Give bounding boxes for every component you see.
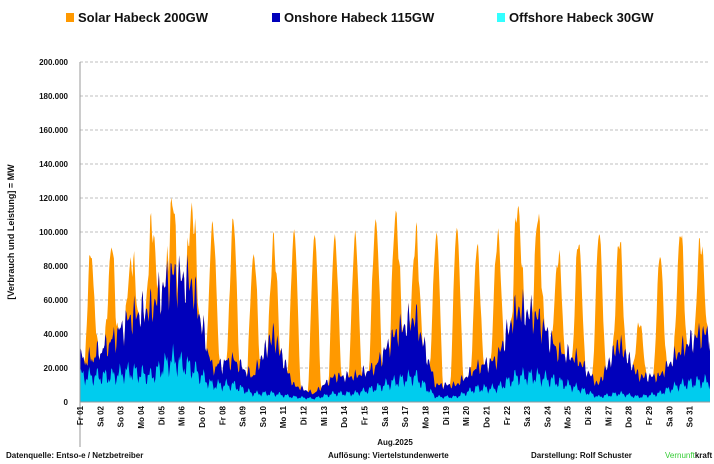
- onshore-area: [80, 254, 710, 402]
- y-tick-label: 40.000: [44, 330, 69, 339]
- x-tick-label: Fr 22: [503, 405, 512, 425]
- x-tick-label: So 31: [686, 405, 695, 427]
- x-tick-label: Fr 01: [76, 405, 85, 425]
- y-tick-label: 180.000: [39, 92, 68, 101]
- footer-author: Darstellung: Rolf Schuster: [531, 451, 632, 460]
- x-tick-label: Di 19: [442, 405, 451, 425]
- x-tick-label: Mi 27: [604, 405, 613, 426]
- x-tick-label: Sa 16: [381, 405, 390, 426]
- y-axis-label: [Verbrauch und Leistung] = MW: [6, 164, 16, 300]
- y-tick-label: 0: [64, 398, 69, 407]
- x-tick-label: So 10: [259, 405, 268, 427]
- legend-swatch: [272, 13, 280, 22]
- x-axis-label: Aug.2025: [377, 438, 413, 447]
- x-tick-label: Fr 08: [218, 405, 227, 425]
- y-tick-label: 20.000: [44, 364, 69, 373]
- x-tick-label: Fr 15: [361, 405, 370, 425]
- legend-solar: Solar Habeck 200GW: [66, 10, 208, 25]
- x-tick-label: So 24: [543, 405, 552, 427]
- y-tick-label: 80.000: [44, 262, 69, 271]
- legend-offshore: Offshore Habeck 30GW: [497, 10, 654, 25]
- legend-label: Offshore Habeck 30GW: [509, 10, 654, 25]
- x-tick-label: Do 07: [198, 405, 207, 427]
- x-tick-label: So 03: [117, 405, 126, 427]
- x-tick-label: Di 26: [584, 405, 593, 425]
- y-tick-label: 160.000: [39, 126, 68, 135]
- x-tick-label: Sa 02: [96, 405, 105, 426]
- x-tick-label: Do 28: [625, 405, 634, 427]
- footer-brand: Vernunftkraft: [665, 451, 712, 460]
- legend-label: Solar Habeck 200GW: [78, 10, 209, 25]
- y-tick-label: 200.000: [39, 58, 68, 67]
- x-tick-label: Mo 18: [421, 405, 430, 428]
- y-tick-label: 120.000: [39, 194, 68, 203]
- y-tick-label: 100.000: [39, 228, 68, 237]
- x-tick-label: Di 12: [300, 405, 309, 425]
- x-tick-label: Mi 06: [178, 405, 187, 426]
- x-tick-label: Do 21: [482, 405, 491, 427]
- legend-onshore: Onshore Habeck 115GW: [272, 10, 434, 25]
- x-tick-label: Do 14: [340, 405, 349, 427]
- x-tick-label: Sa 30: [665, 405, 674, 426]
- x-tick-label: Sa 09: [239, 405, 248, 426]
- y-tick-label: 140.000: [39, 160, 68, 169]
- x-tick-label: Mo 04: [137, 405, 146, 428]
- footer-resolution: Auflösung: Viertelstundenwerte: [328, 451, 449, 460]
- x-tick-label: Fr 29: [645, 405, 654, 425]
- x-tick-label: Mo 25: [564, 405, 573, 428]
- x-tick-label: Di 05: [157, 405, 166, 425]
- x-tick-label: Mi 20: [462, 405, 471, 426]
- brand-green: Vernunft: [665, 451, 695, 460]
- x-tick-label: Mi 13: [320, 405, 329, 426]
- legend-swatch: [497, 13, 505, 22]
- x-tick-label: Mo 11: [279, 405, 288, 428]
- footer-source: Datenquelle: Entso-e / Netzbetreiber: [6, 451, 144, 460]
- x-tick-label: So 17: [401, 405, 410, 427]
- offshore-area: [80, 343, 710, 402]
- legend-swatch: [66, 13, 74, 22]
- brand-black: kraft: [694, 451, 713, 460]
- x-tick-label: Sa 23: [523, 405, 532, 426]
- legend-label: Onshore Habeck 115GW: [284, 10, 435, 25]
- y-tick-label: 60.000: [44, 296, 69, 305]
